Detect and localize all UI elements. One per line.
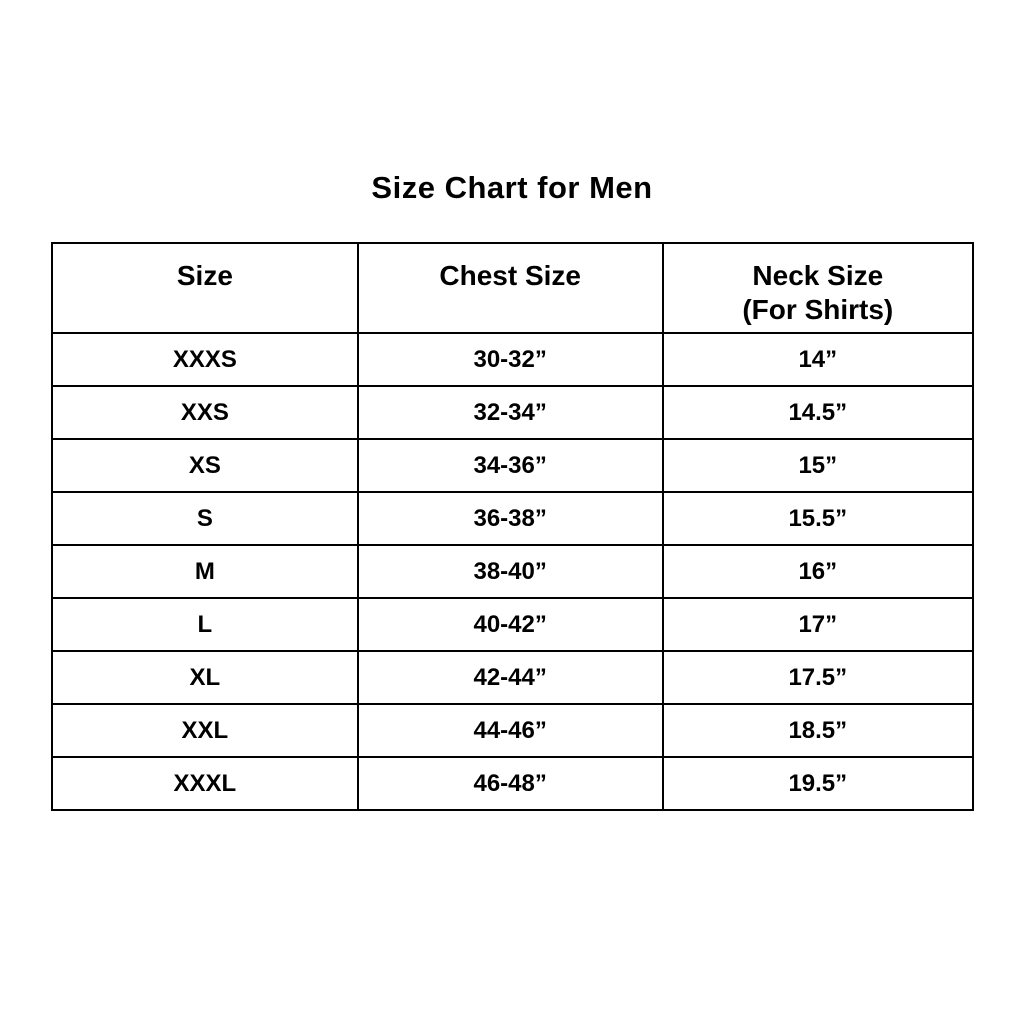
table-row-xxxl: XXXL 46-48” 19.5” [51,756,975,811]
table-body: XXXS 30-32” 14” XXS 32-34” 14.5” XS 34-3… [51,332,975,811]
table-row-xxl: XXL 44-46” 18.5” [51,703,975,758]
table-row-xxs: XXS 32-34” 14.5” [51,385,975,440]
cell-neck: 16” [661,544,975,599]
cell-neck: 14” [661,332,975,387]
cell-chest: 32-34” [356,385,664,440]
cell-neck: 18.5” [661,703,975,758]
cell-neck: 15.5” [661,491,975,546]
cell-chest: 46-48” [356,756,664,811]
cell-neck: 17.5” [661,650,975,705]
cell-chest: 38-40” [356,544,664,599]
cell-size: XXXL [51,756,359,811]
cell-chest: 42-44” [356,650,664,705]
header-chest-size-label: Chest Size [439,260,581,291]
table-row-m: M 38-40” 16” [51,544,975,599]
cell-size: XL [51,650,359,705]
cell-chest: 36-38” [356,491,664,546]
table-row-xxxs: XXXS 30-32” 14” [51,332,975,387]
cell-chest: 30-32” [356,332,664,387]
cell-size: M [51,544,359,599]
header-neck-size: Neck Size (For Shirts) [661,242,975,334]
table-header: Size Chest Size Neck Size (For Shirts) [51,242,975,334]
table-row-xl: XL 42-44” 17.5” [51,650,975,705]
table-header-row: Size Chest Size Neck Size (For Shirts) [51,242,975,334]
cell-size: XXL [51,703,359,758]
table-row-s: S 36-38” 15.5” [51,491,975,546]
cell-size: S [51,491,359,546]
header-size-label: Size [176,260,233,291]
cell-size: L [51,597,359,652]
table-row-xs: XS 34-36” 15” [51,438,975,493]
cell-chest: 34-36” [356,438,664,493]
cell-size: XXXS [51,332,359,387]
header-chest-size: Chest Size [356,242,664,334]
size-chart-table: Size Chest Size Neck Size (For Shirts) X… [51,242,975,811]
cell-size: XXS [51,385,359,440]
header-neck-size-label: Neck Size [752,260,884,291]
cell-chest: 40-42” [356,597,664,652]
cell-neck: 17” [661,597,975,652]
cell-size: XS [51,438,359,493]
page-title: Size Chart for Men [371,170,653,205]
cell-neck: 19.5” [661,756,975,811]
header-size: Size [51,242,359,334]
header-neck-size-sublabel: (For Shirts) [742,293,894,325]
cell-chest: 44-46” [356,703,664,758]
cell-neck: 14.5” [661,385,975,440]
cell-neck: 15” [661,438,975,493]
table-row-l: L 40-42” 17” [51,597,975,652]
